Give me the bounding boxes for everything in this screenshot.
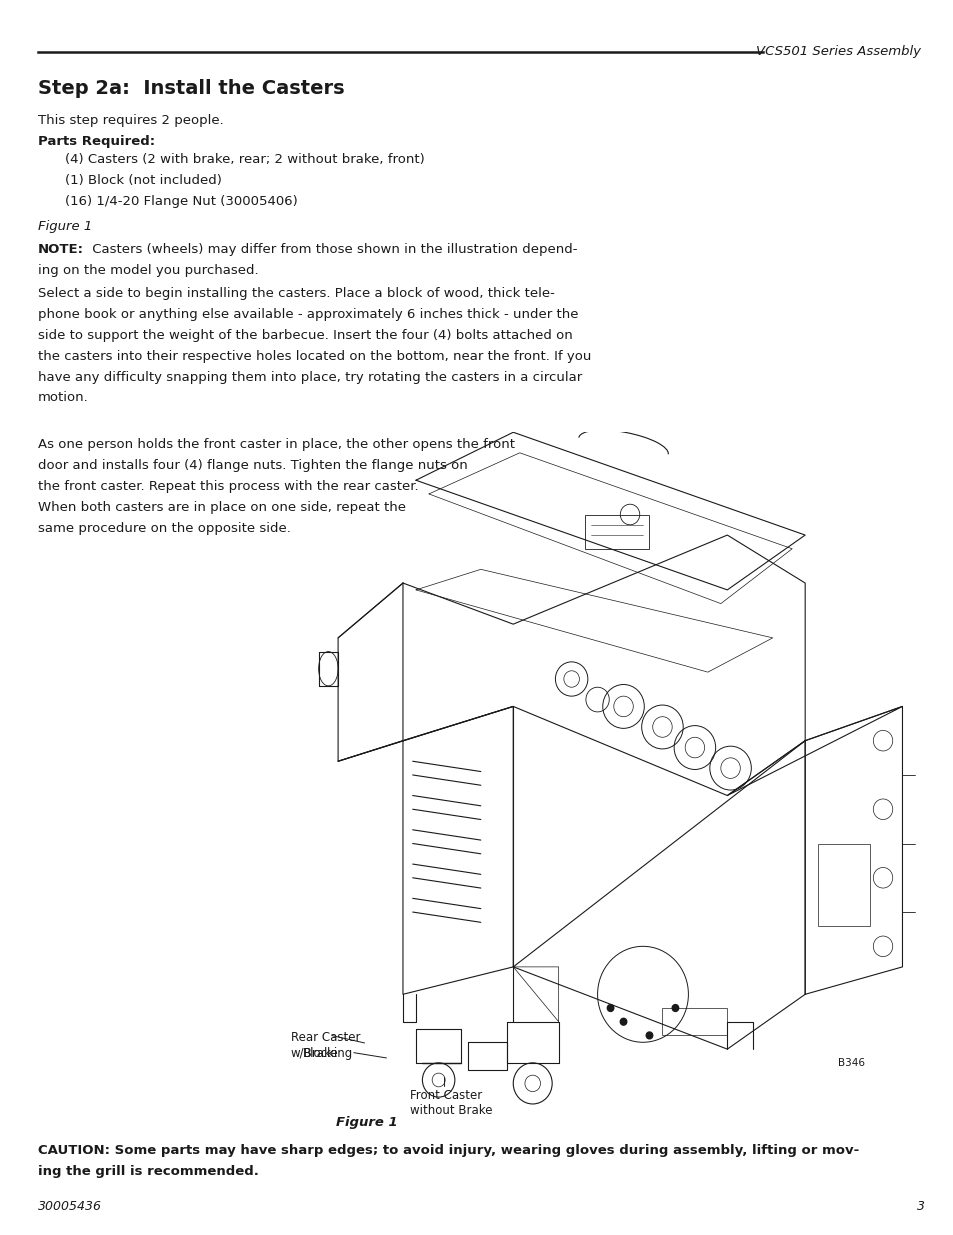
Circle shape bbox=[619, 1019, 626, 1025]
Text: ing the grill is recommended.: ing the grill is recommended. bbox=[38, 1165, 259, 1178]
Text: same procedure on the opposite side.: same procedure on the opposite side. bbox=[38, 522, 291, 536]
Text: Front Caster
without Brake: Front Caster without Brake bbox=[410, 1089, 492, 1118]
Text: This step requires 2 people.: This step requires 2 people. bbox=[38, 114, 224, 127]
Text: the front caster. Repeat this process with the rear caster.: the front caster. Repeat this process wi… bbox=[38, 480, 418, 494]
Text: CAUTION: Some parts may have sharp edges; to avoid injury, wearing gloves during: CAUTION: Some parts may have sharp edges… bbox=[38, 1144, 859, 1157]
Text: the casters into their respective holes located on the bottom, near the front. I: the casters into their respective holes … bbox=[38, 350, 591, 363]
Text: phone book or anything else available - approximately 6 inches thick - under the: phone book or anything else available - … bbox=[38, 308, 578, 321]
Text: Figure 1: Figure 1 bbox=[336, 1116, 397, 1130]
Text: Parts Required:: Parts Required: bbox=[38, 135, 155, 148]
Text: B346: B346 bbox=[837, 1058, 863, 1068]
Text: (4) Casters (2 with brake, rear; 2 without brake, front): (4) Casters (2 with brake, rear; 2 witho… bbox=[65, 153, 424, 167]
Text: When both casters are in place on one side, repeat the: When both casters are in place on one si… bbox=[38, 501, 406, 515]
Circle shape bbox=[672, 1004, 678, 1011]
Text: side to support the weight of the barbecue. Insert the four (4) bolts attached o: side to support the weight of the barbec… bbox=[38, 329, 573, 342]
Text: 30005436: 30005436 bbox=[38, 1199, 102, 1213]
Text: Step 2a:  Install the Casters: Step 2a: Install the Casters bbox=[38, 79, 344, 98]
Text: ing on the model you purchased.: ing on the model you purchased. bbox=[38, 264, 258, 278]
Text: Figure 1: Figure 1 bbox=[38, 220, 92, 233]
Text: As one person holds the front caster in place, the other opens the front: As one person holds the front caster in … bbox=[38, 438, 515, 452]
Bar bbox=[818, 844, 869, 926]
Bar bbox=[661, 1008, 726, 1035]
Text: 3: 3 bbox=[917, 1199, 924, 1213]
Text: Casters (wheels) may differ from those shown in the illustration depend-: Casters (wheels) may differ from those s… bbox=[88, 243, 577, 257]
Text: Select a side to begin installing the casters. Place a block of wood, thick tele: Select a side to begin installing the ca… bbox=[38, 287, 555, 300]
Text: (16) 1/4-20 Flange Nut (30005406): (16) 1/4-20 Flange Nut (30005406) bbox=[65, 195, 297, 209]
Text: door and installs four (4) flange nuts. Tighten the flange nuts on: door and installs four (4) flange nuts. … bbox=[38, 459, 467, 473]
Text: NOTE:: NOTE: bbox=[38, 243, 84, 257]
Text: motion.: motion. bbox=[38, 391, 89, 405]
Text: have any difficulty snapping them into place, try rotating the casters in a circ: have any difficulty snapping them into p… bbox=[38, 370, 581, 384]
Text: VCS501 Series Assembly: VCS501 Series Assembly bbox=[755, 46, 920, 58]
Circle shape bbox=[607, 1004, 613, 1011]
Text: Blocking: Blocking bbox=[303, 1047, 354, 1061]
Bar bbox=[584, 515, 649, 548]
Text: (1) Block (not included): (1) Block (not included) bbox=[65, 174, 221, 188]
Circle shape bbox=[645, 1032, 652, 1039]
Text: Rear Caster
w/Brake: Rear Caster w/Brake bbox=[291, 1031, 360, 1060]
